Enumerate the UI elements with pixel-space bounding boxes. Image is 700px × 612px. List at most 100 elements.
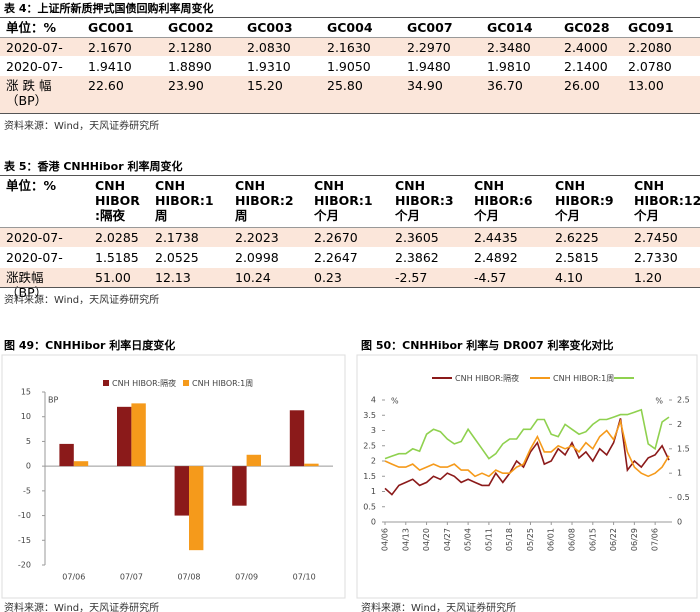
y2-tick-label: 1 [677,469,682,478]
cell: 2.0285 [95,230,139,245]
bar [189,466,204,551]
y-tick-label: -15 [18,536,31,545]
header-cell: GC003 [247,20,293,35]
y-tick-label: 1.5 [363,472,376,481]
header-cell: CNH HIBOR:2 周 [235,178,294,223]
header-cell: CNH HIBOR:3 个月 [395,178,454,223]
bar [131,403,146,467]
line-series [384,418,670,478]
header-cell: CNH HIBOR:1 个月 [314,178,373,223]
header-cell: 单位：% [6,20,57,35]
cell: 2.1630 [327,40,371,55]
y-tick-label: -5 [23,486,31,495]
x-tick-label: 07/06 [62,573,85,582]
header-cell: 单位：% [6,178,57,193]
cell: 涨跌幅（BP） [6,270,48,300]
cell: 2.1670 [88,40,132,55]
line-series [384,408,670,460]
x-tick-label: 06/08 [568,528,577,551]
y2-tick-label: 0.5 [677,493,690,502]
legend-label: CNH HIBOR:隔夜 [112,378,176,388]
cell: 25.80 [327,78,363,93]
row-bg [0,268,700,287]
table-title: 表 4：上证所新质押式国债回购利率周变化 [4,2,214,15]
y-tick-label: -20 [18,561,31,570]
cell: 2.0830 [247,40,291,55]
cell: 2.4435 [474,230,518,245]
y-tick-label: 5 [26,437,31,446]
cell: 51.00 [95,270,131,285]
x-tick-label: 04/20 [422,528,431,551]
header-cell: GC004 [327,20,373,35]
cell: 2.2023 [235,230,279,245]
rule [0,227,700,228]
cell: 1.9810 [487,59,531,74]
cell: 2.4892 [474,250,518,265]
cell: 23.90 [168,78,204,93]
x-tick-label: 06/22 [609,528,618,551]
cell: 0.23 [314,270,342,285]
cell: 1.9310 [247,59,291,74]
header-cell: GC014 [487,20,533,35]
cell: 1.9050 [327,59,371,74]
bar [289,410,305,467]
x-tick-label: 06/29 [630,528,639,551]
cell: 2.4000 [564,40,608,55]
y-tick-label: -10 [18,511,31,520]
cell: 2.0780 [628,59,672,74]
header-cell: GC028 [564,20,610,35]
legend-label: CNH HIBOR:1周 [192,379,253,388]
y-tick-label: 4 [371,396,376,405]
y-tick-label: 15 [21,388,31,397]
rule [0,17,700,18]
cell: 2.0998 [235,250,279,265]
cell: 2.2647 [314,250,358,265]
cell: 2.3862 [395,250,439,265]
cell: 涨 跌 幅（BP） [6,78,52,108]
x-tick-label: 07/06 [651,528,660,551]
cell: 1.20 [634,270,662,285]
chart-frame [1,354,346,599]
y-tick-label: 0 [371,518,376,527]
chart-title: 图 49：CNHHibor 利率日度变化 [4,339,176,352]
cell: 2.2970 [407,40,451,55]
cell: 12.13 [155,270,191,285]
x-tick-label: 05/18 [505,528,514,551]
x-tick-label: 05/11 [484,528,493,551]
y2-tick-label: 2.5 [677,396,690,405]
x-tick-label: 04/13 [401,528,410,551]
y-unit: BP [48,396,58,405]
cell: 2.7450 [634,230,678,245]
cell: 2.1400 [564,59,608,74]
y-tick-label: 0.5 [363,502,376,511]
rule [0,287,700,288]
cell: 2.1280 [168,40,212,55]
cell: 22.60 [88,78,124,93]
legend-label: CNH HIBOR:隔夜 [455,373,519,383]
cell: 1.9480 [407,59,451,74]
row-bg [0,57,700,75]
bar [246,454,261,467]
cell: 2.0525 [155,250,199,265]
source: 资料来源：Wind，天风证券研究所 [4,603,160,612]
cell: 34.90 [407,78,443,93]
cell: 26.00 [564,78,600,93]
bar [59,443,74,467]
cell: -4.57 [474,270,507,285]
rule [0,113,700,114]
header-cell: GC007 [407,20,453,35]
header-cell: GC091 [628,20,674,35]
y-tick-label: 0 [26,462,31,471]
x-tick-label: 05/25 [526,528,535,551]
y-tick-label: 10 [21,412,31,421]
cell: 2.7330 [634,250,678,265]
cell: 15.20 [247,78,283,93]
cell: 10.24 [235,270,271,285]
cell: 2.1738 [155,230,199,245]
cell: 2.3480 [487,40,531,55]
chart-title: 图 50：CNHHibor 利率与 DR007 利率变化对比 [361,339,614,352]
bar [232,466,247,506]
cell: 2.2670 [314,230,358,245]
y-unit: % [391,397,399,406]
